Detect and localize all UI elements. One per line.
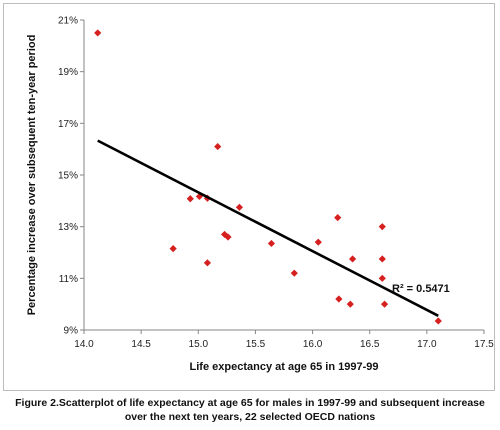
data-point: [378, 255, 386, 263]
data-point: [378, 274, 386, 282]
y-tick-label: 13%: [58, 222, 78, 233]
data-point: [290, 269, 298, 277]
data-points: [94, 29, 442, 325]
caption-line-1: Figure 2.Scatterplot of life expectancy …: [15, 397, 485, 409]
y-tick-label: 15%: [58, 171, 78, 182]
data-point: [380, 300, 389, 308]
data-point: [334, 214, 342, 222]
data-point: [169, 245, 177, 253]
axes: [80, 19, 485, 334]
x-axis-title: Life expectancy at age 65 in 1997-99: [190, 361, 379, 373]
chart-frame: [3, 3, 495, 391]
data-point: [346, 300, 354, 308]
x-tick-label: 16.0: [303, 339, 323, 350]
data-point: [214, 142, 222, 151]
scatter-chart: 9% 11% 13% 15% 17% 19% 21% 14.0 14.5 15.0 15.5 16.0…: [26, 16, 494, 374]
y-tick-label: 17%: [58, 119, 78, 130]
figure-caption: Figure 2.Scatterplot of life expectancy …: [0, 396, 500, 424]
data-point: [348, 255, 357, 263]
trendline-group: [97, 139, 439, 317]
x-tick-label: 16.5: [360, 339, 380, 350]
x-tick-label: 14.0: [74, 339, 94, 350]
x-tick-label: 17.0: [417, 339, 437, 350]
data-point: [94, 29, 102, 37]
data-point: [267, 239, 276, 248]
x-tick-label: 14.5: [131, 339, 151, 350]
caption-line-2: over the next ten years, 22 selected OEC…: [124, 411, 376, 423]
y-tick-label: 11%: [59, 274, 78, 285]
data-point: [224, 233, 232, 241]
data-point: [203, 259, 212, 267]
x-tick-label: 15.5: [246, 339, 266, 350]
trendline: [97, 139, 439, 317]
tick-labels: 9% 11% 13% 15% 17% 19% 21% 14.0 14.5 15.0 15.5 16.0…: [58, 16, 494, 351]
y-axis-title: Percentage increase over subsequent ten-…: [26, 35, 38, 316]
r-squared-annotation: R² = 0.5471: [392, 283, 450, 295]
y-tick-label: 9%: [64, 326, 79, 337]
data-point: [434, 317, 442, 325]
data-point: [314, 238, 322, 246]
y-tick-label: 19%: [58, 67, 78, 78]
y-tick-label: 21%: [58, 16, 78, 27]
data-point: [235, 203, 244, 211]
x-tick-label: 17.5: [474, 339, 494, 350]
data-point: [186, 195, 194, 203]
data-point: [335, 295, 343, 303]
x-tick-label: 15.0: [189, 339, 209, 350]
data-point: [378, 223, 386, 231]
